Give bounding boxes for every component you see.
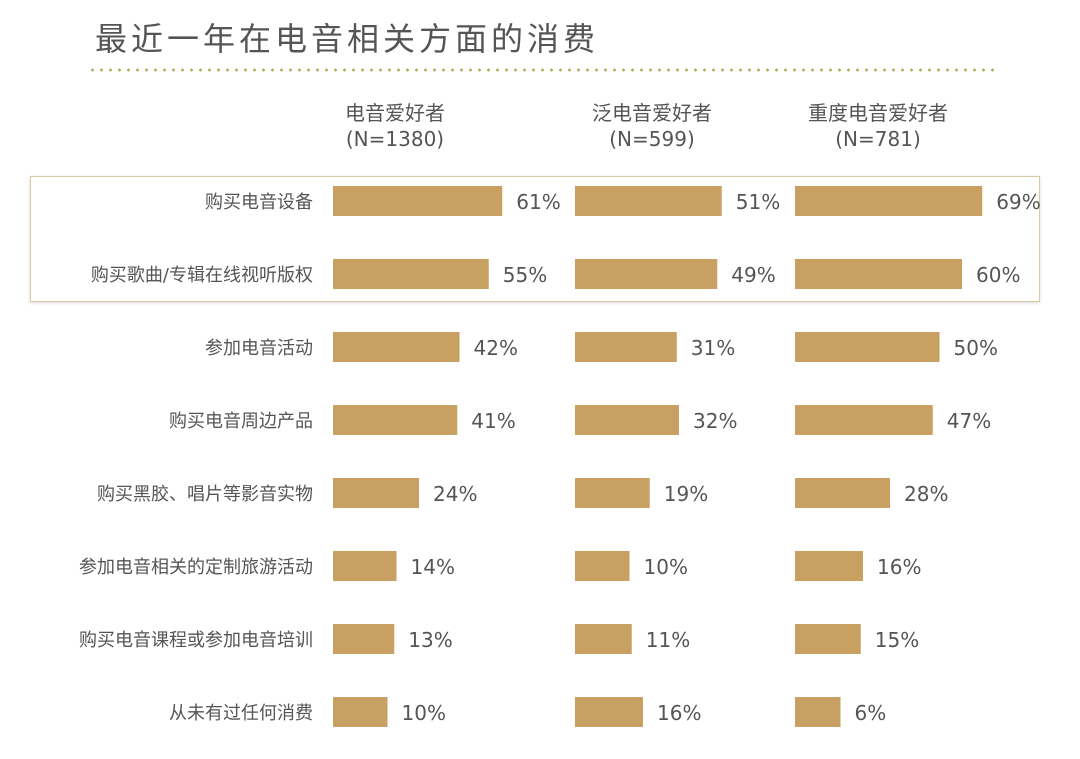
bar	[795, 697, 841, 727]
value-label: 50%	[954, 336, 998, 360]
bar	[333, 332, 460, 362]
value-label: 16%	[877, 555, 921, 579]
bar	[575, 259, 718, 289]
column-header-3: 重度电音爱好者 (N=781)	[778, 100, 978, 152]
series-name: 重度电音爱好者	[808, 101, 948, 125]
value-label: 42%	[474, 336, 518, 360]
bar	[333, 551, 397, 581]
value-label: 6%	[855, 701, 887, 725]
bar	[575, 697, 643, 727]
series-n: (N=599)	[609, 127, 695, 151]
category-label: 购买电音课程或参加电音培训	[79, 630, 313, 651]
value-label: 60%	[976, 263, 1020, 287]
dotted-divider	[88, 68, 1000, 72]
bar	[575, 405, 679, 435]
column-header-2: 泛电音爱好者 (N=599)	[552, 100, 752, 152]
bar	[795, 478, 890, 508]
value-label: 10%	[644, 555, 688, 579]
value-label: 16%	[657, 701, 701, 725]
bar	[575, 624, 632, 654]
value-label: 55%	[503, 263, 547, 287]
bar	[795, 405, 933, 435]
series-name: 电音爱好者	[345, 101, 445, 125]
bar	[333, 259, 489, 289]
series-n: (N=781)	[835, 127, 921, 151]
bar	[575, 478, 650, 508]
value-label: 51%	[736, 190, 780, 214]
category-label: 参加电音相关的定制旅游活动	[79, 557, 313, 578]
chart-title: 最近一年在电音相关方面的消费	[95, 20, 600, 58]
value-label: 15%	[875, 628, 919, 652]
bar	[795, 551, 863, 581]
category-label: 购买黑胶、唱片等影音实物	[97, 484, 313, 505]
category-label: 购买电音周边产品	[169, 411, 313, 432]
column-header-1: 电音爱好者 (N=1380)	[295, 100, 495, 152]
bar	[795, 624, 861, 654]
value-label: 41%	[471, 409, 515, 433]
series-name: 泛电音爱好者	[592, 101, 712, 125]
series-n: (N=1380)	[345, 127, 445, 151]
value-label: 28%	[904, 482, 948, 506]
bar	[575, 551, 630, 581]
value-label: 24%	[433, 482, 477, 506]
value-label: 10%	[402, 701, 446, 725]
bar	[795, 186, 983, 216]
value-label: 49%	[731, 263, 775, 287]
highlight-box	[30, 176, 1040, 302]
value-label: 69%	[996, 190, 1040, 214]
category-label: 从未有过任何消费	[169, 703, 313, 724]
value-label: 31%	[691, 336, 735, 360]
value-label: 61%	[516, 190, 560, 214]
value-label: 47%	[947, 409, 991, 433]
category-label: 购买歌曲/专辑在线视听版权	[91, 265, 313, 286]
value-label: 11%	[646, 628, 690, 652]
value-label: 14%	[411, 555, 455, 579]
category-label: 购买电音设备	[205, 192, 313, 213]
bar	[333, 624, 395, 654]
bar	[795, 332, 940, 362]
value-label: 19%	[664, 482, 708, 506]
bar	[333, 405, 458, 435]
bar	[333, 697, 388, 727]
bar	[575, 186, 722, 216]
value-label: 13%	[408, 628, 452, 652]
value-label: 32%	[693, 409, 737, 433]
bar	[795, 259, 962, 289]
bar	[575, 332, 677, 362]
bar	[333, 186, 503, 216]
bar	[333, 478, 419, 508]
category-label: 参加电音活动	[205, 338, 313, 359]
